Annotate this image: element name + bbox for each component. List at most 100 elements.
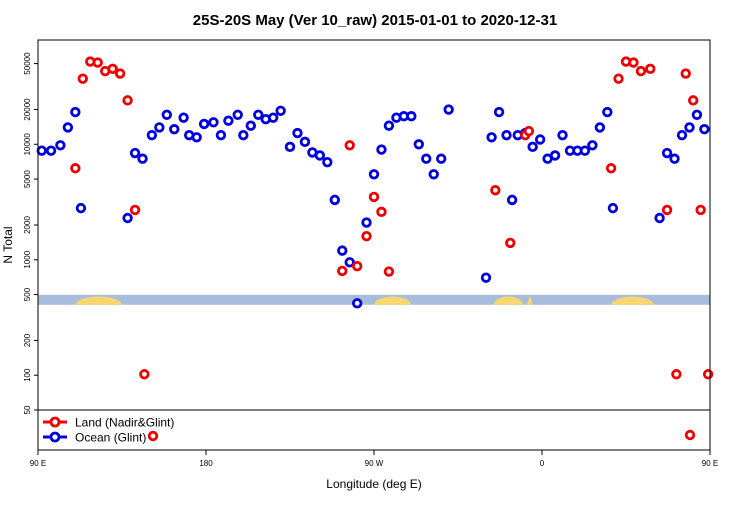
- ocean-point: [506, 194, 518, 206]
- ocean-point: [376, 144, 387, 155]
- x-tick-label: 90 E: [702, 459, 718, 468]
- ocean-point: [55, 140, 66, 151]
- ocean-point: [314, 150, 326, 161]
- land-point: [628, 57, 639, 68]
- legend-land-label: Land (Nadir&Glint): [75, 416, 174, 430]
- y-tick-label: 500: [23, 287, 32, 301]
- ocean-point: [344, 257, 355, 268]
- ocean-point: [253, 109, 264, 121]
- land-point: [523, 125, 535, 137]
- ocean-point: [413, 139, 424, 150]
- ocean-point: [161, 109, 172, 121]
- ocean-point: [607, 202, 619, 214]
- legend-ocean-marker: [49, 431, 61, 443]
- x-tick-label: 90 E: [30, 459, 46, 468]
- land-point: [376, 206, 387, 218]
- land-point: [114, 68, 126, 79]
- ocean-point: [661, 147, 673, 159]
- y-tick-label: 5000: [23, 170, 32, 188]
- ocean-point: [245, 120, 256, 131]
- land-point: [107, 63, 118, 75]
- ocean-point: [292, 127, 303, 139]
- landmask-land-patch: [611, 296, 654, 305]
- plot-frame: [37, 39, 711, 411]
- legend: Land (Nadir&Glint) Ocean (Glint): [43, 416, 174, 445]
- land-point: [490, 185, 501, 196]
- ocean-point: [146, 129, 158, 141]
- land-point: [635, 65, 647, 77]
- land-point: [605, 163, 617, 174]
- land-point: [702, 369, 714, 380]
- ocean-point: [75, 202, 87, 214]
- y-tick-label: 2000: [23, 216, 32, 234]
- x-tick-label: 180: [199, 459, 213, 468]
- ocean-point: [602, 106, 613, 118]
- ocean-point: [275, 105, 286, 116]
- ocean-point: [45, 145, 57, 156]
- ocean-point: [299, 136, 311, 148]
- ocean-point: [579, 145, 591, 156]
- land-point: [129, 204, 141, 216]
- ocean-point: [36, 145, 47, 156]
- ocean-point: [238, 129, 249, 141]
- chart-title: 25S-20S May (Ver 10_raw) 2015-01-01 to 2…: [193, 12, 557, 29]
- ocean-point: [215, 129, 227, 141]
- landmask-land-patch: [374, 296, 412, 305]
- y-tick-label: 50: [23, 405, 32, 414]
- ocean-point: [534, 134, 546, 145]
- land-point: [92, 57, 103, 68]
- land-point: [613, 73, 624, 84]
- ocean-point: [480, 272, 492, 283]
- ocean-point: [428, 169, 439, 180]
- ocean-point: [223, 115, 234, 126]
- y-tick-label: 1000: [23, 250, 32, 268]
- ocean-point: [406, 111, 417, 122]
- ocean-point: [322, 156, 333, 168]
- land-point: [505, 237, 516, 249]
- x-axis-label: Longitude (deg E): [326, 477, 421, 491]
- ocean-point: [557, 129, 568, 141]
- ocean-point: [587, 140, 598, 151]
- land-point: [671, 369, 682, 380]
- land-point: [680, 68, 691, 79]
- land-point-legend-row: [684, 429, 696, 441]
- plot-area: [36, 56, 714, 380]
- ocean-point: [198, 118, 210, 130]
- ocean-point: [191, 132, 202, 143]
- ocean-point: [361, 217, 372, 228]
- ocean-point: [232, 109, 243, 121]
- ocean-point: [594, 122, 606, 133]
- ocean-point: [421, 153, 432, 164]
- land-point: [645, 63, 656, 75]
- landmask-land-patch: [527, 296, 533, 305]
- landmask-land-patch: [75, 296, 122, 305]
- ocean-point: [699, 124, 710, 135]
- land-point: [383, 266, 395, 277]
- land-point: [122, 95, 133, 106]
- ocean-point: [129, 147, 141, 159]
- ocean-point: [137, 153, 148, 164]
- land-point: [368, 191, 380, 203]
- ocean-point: [443, 104, 454, 115]
- legend-land-marker: [49, 416, 61, 428]
- ocean-point: [284, 141, 296, 153]
- ocean-point: [368, 169, 380, 180]
- ocean-point: [669, 153, 680, 164]
- ocean-point: [527, 141, 538, 153]
- land-point: [77, 73, 88, 84]
- ocean-point: [352, 298, 363, 309]
- y-tick-label: 100: [23, 368, 32, 382]
- ocean-point: [684, 122, 695, 133]
- y-tick-label: 50000: [23, 52, 32, 75]
- ocean-point: [486, 132, 497, 143]
- ocean-point: [549, 150, 561, 161]
- ocean-point: [337, 245, 348, 256]
- y-tick-label: 200: [23, 333, 32, 347]
- ocean-point: [62, 122, 74, 133]
- ocean-point: [329, 194, 340, 206]
- landmask-ocean-band: [38, 294, 710, 305]
- land-point: [344, 140, 355, 151]
- land-point: [688, 95, 699, 106]
- ocean-point: [154, 122, 165, 133]
